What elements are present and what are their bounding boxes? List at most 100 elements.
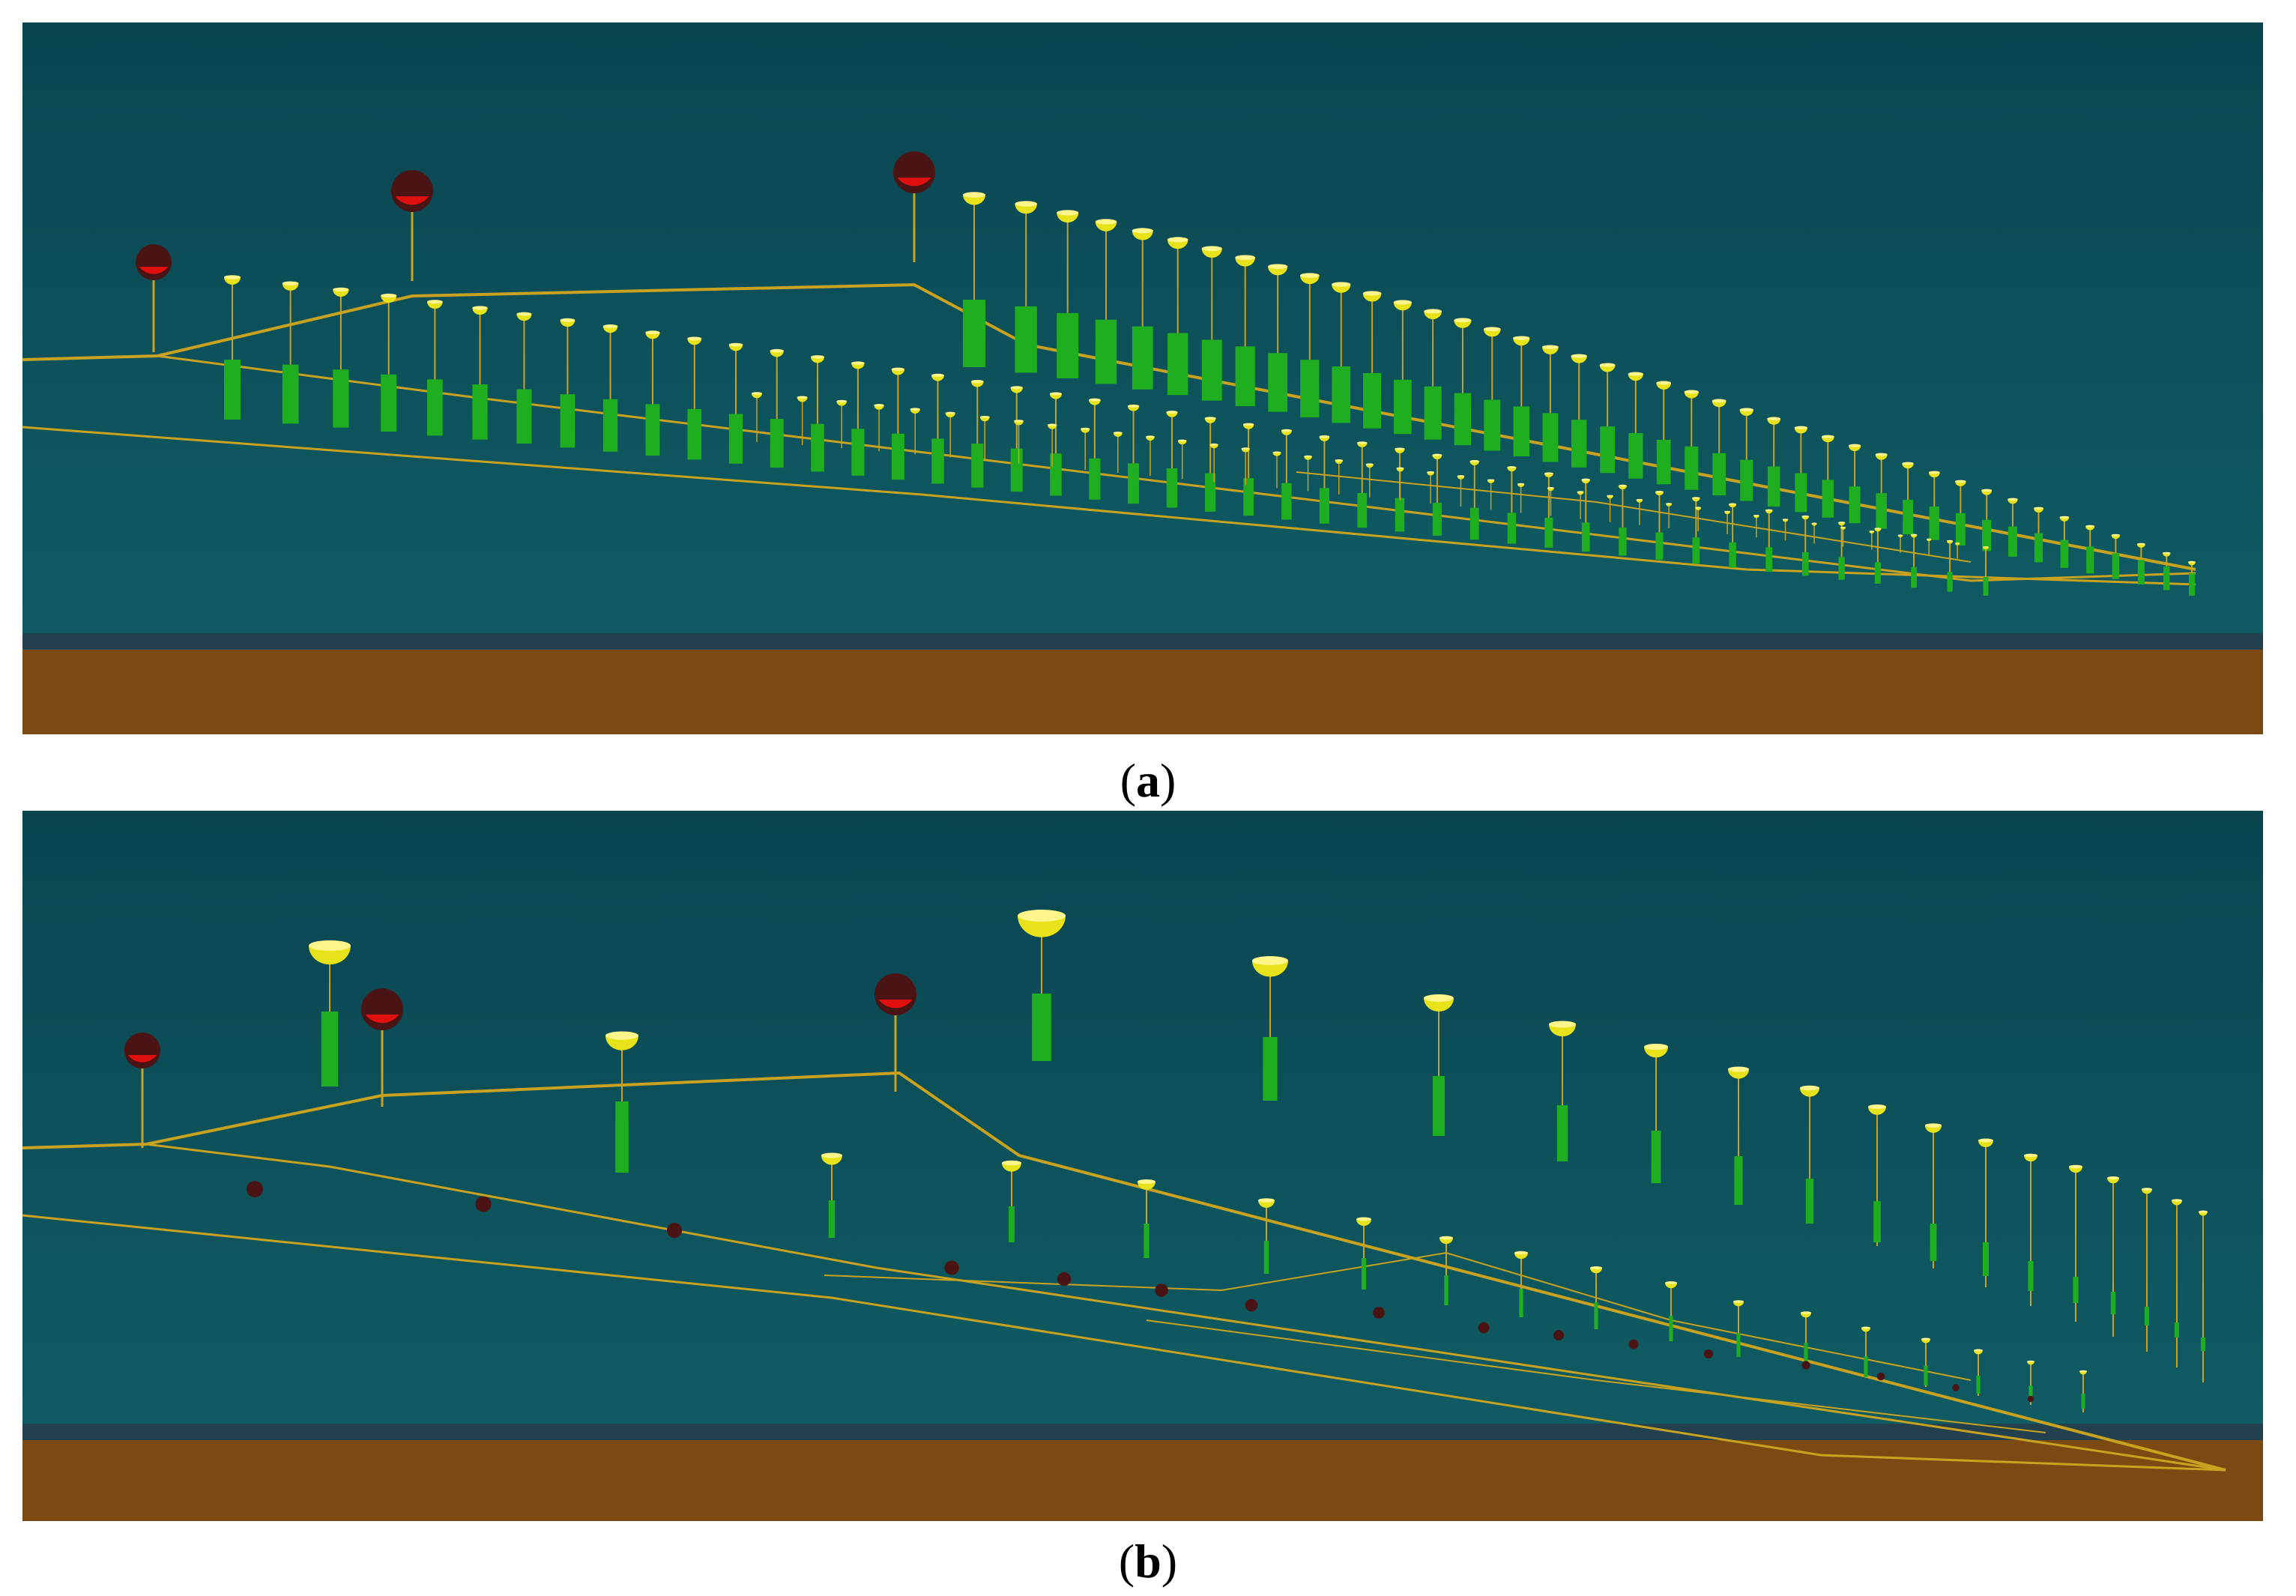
net-cage-icon <box>770 419 784 468</box>
small-float-icon <box>1177 441 1187 445</box>
net-cage-icon <box>1795 473 1807 513</box>
float-top <box>1209 443 1218 446</box>
float-top <box>1692 497 1700 499</box>
float-top <box>1656 381 1672 385</box>
float-top <box>1902 462 1914 465</box>
small-float-icon <box>970 381 984 387</box>
float-top <box>1599 363 1616 367</box>
rope-line <box>145 1143 2226 1472</box>
small-float-icon <box>605 1036 638 1051</box>
net-cage-icon <box>1519 1289 1523 1317</box>
net-cage-icon <box>1469 507 1479 540</box>
small-float-icon <box>1926 539 1932 542</box>
net-cage-icon <box>516 389 532 444</box>
net-cage-icon <box>1628 433 1643 479</box>
float-top <box>1801 1311 1811 1314</box>
small-float-icon <box>1644 1047 1668 1058</box>
small-float-icon <box>1607 495 1613 499</box>
panel-a-scene <box>22 22 2263 734</box>
small-float-icon <box>1946 540 1954 544</box>
small-buoy-icon <box>666 1222 683 1239</box>
float-top <box>1002 1160 1021 1166</box>
float-top <box>687 336 702 341</box>
net-cage-icon <box>1544 517 1553 548</box>
small-float-icon <box>2142 1189 2153 1194</box>
net-cage-icon <box>1873 1201 1881 1242</box>
float-top <box>2107 1176 2119 1179</box>
float-top <box>1439 1236 1453 1240</box>
small-buoy-icon <box>1703 1349 1714 1359</box>
float-top <box>811 355 824 359</box>
net-cage-icon <box>1166 468 1178 508</box>
small-float-icon <box>1655 492 1664 496</box>
small-float-icon <box>797 397 808 402</box>
float-top <box>1838 522 1846 524</box>
net-cage-icon <box>1864 1356 1868 1377</box>
float-top <box>945 411 955 414</box>
small-float-icon <box>979 417 990 422</box>
float-top <box>2111 533 2121 536</box>
net-cage-icon <box>1454 393 1472 446</box>
float-top <box>1665 1281 1677 1284</box>
small-buoy-icon <box>1952 1384 1960 1391</box>
net-cage-icon <box>1144 1224 1149 1258</box>
small-buoy-icon <box>1373 1307 1385 1319</box>
small-float-icon <box>1542 347 1559 354</box>
net-cage-icon <box>1015 306 1037 373</box>
net-cage-icon <box>1362 1258 1366 1290</box>
float-top <box>1925 1123 1942 1128</box>
float-top <box>1753 514 1759 516</box>
float-top <box>1146 435 1155 438</box>
net-cage-icon <box>1128 463 1139 504</box>
float-top <box>1166 411 1178 414</box>
float-top <box>979 415 990 419</box>
float-top <box>1177 439 1187 442</box>
small-float-icon <box>752 393 762 399</box>
small-float-icon <box>1974 1350 1983 1355</box>
net-cage-icon <box>1424 386 1442 440</box>
net-cage-icon <box>971 444 984 488</box>
float-top <box>970 380 984 384</box>
float-top <box>1395 447 1405 450</box>
small-float-icon <box>1015 203 1037 214</box>
float-top <box>1861 1326 1870 1329</box>
float-top <box>605 1031 638 1040</box>
small-float-icon <box>1897 535 1903 538</box>
small-float-icon <box>282 283 299 291</box>
small-float-icon <box>1201 248 1222 258</box>
float-top <box>1127 404 1140 408</box>
small-float-icon <box>1910 534 1918 538</box>
small-float-icon <box>560 320 575 327</box>
float-top <box>891 367 904 371</box>
small-float-icon <box>1057 212 1079 223</box>
float-top <box>770 348 784 353</box>
float-top <box>1955 480 1966 483</box>
small-float-icon <box>945 413 955 418</box>
float-top <box>2069 1164 2082 1169</box>
small-float-icon <box>1665 504 1673 507</box>
float-top <box>1332 282 1351 287</box>
small-float-icon <box>427 301 443 309</box>
small-float-icon <box>2172 1200 2182 1206</box>
net-cage-icon <box>1201 339 1222 401</box>
net-cage-icon <box>1395 498 1405 532</box>
float-top <box>1739 408 1753 412</box>
small-float-icon <box>1801 516 1810 520</box>
net-cage-icon <box>615 1101 629 1173</box>
float-top <box>1427 471 1435 474</box>
float-top <box>1513 336 1530 340</box>
float-top <box>2024 1153 2037 1158</box>
small-float-icon <box>1252 961 1288 977</box>
net-cage-icon <box>2060 539 2069 568</box>
float-top <box>333 287 349 292</box>
small-float-icon <box>1840 527 1846 530</box>
float-top <box>1581 478 1590 481</box>
float-top <box>1840 526 1846 528</box>
float-top <box>1241 447 1250 450</box>
small-buoy-icon <box>944 1260 959 1275</box>
net-cage-icon <box>1132 326 1153 390</box>
small-float-icon <box>516 314 532 321</box>
small-float-icon <box>2008 499 2018 504</box>
small-float-icon <box>2111 535 2121 539</box>
small-float-icon <box>1728 1069 1749 1079</box>
